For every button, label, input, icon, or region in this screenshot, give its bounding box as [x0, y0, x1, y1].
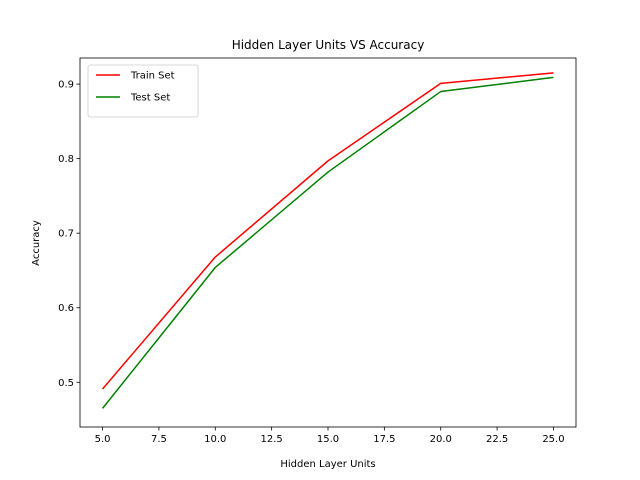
x-tick-label: 10.0	[204, 434, 226, 445]
chart-title: Hidden Layer Units VS Accuracy	[232, 38, 425, 52]
x-tick-label: 5.0	[95, 434, 111, 445]
x-tick-label: 12.5	[261, 434, 283, 445]
y-tick-label: 0.5	[58, 378, 74, 389]
y-tick-label: 0.9	[58, 80, 74, 91]
y-tick-label: 0.8	[58, 154, 74, 165]
x-tick-label: 17.5	[373, 434, 395, 445]
legend: Train Set Test Set	[87, 64, 199, 118]
legend-label-0: Train Set	[130, 71, 175, 82]
x-tick-label: 7.5	[151, 434, 167, 445]
y-tick-label: 0.6	[58, 303, 74, 314]
x-tick-label: 22.5	[486, 434, 508, 445]
x-axis-label: Hidden Layer Units	[280, 459, 375, 470]
y-axis-label: Accuracy	[31, 220, 42, 266]
x-tick-label: 20.0	[430, 434, 452, 445]
y-tick-label: 0.7	[58, 229, 74, 240]
x-tick-label: 15.0	[317, 434, 339, 445]
legend-box	[87, 64, 199, 118]
legend-label-1: Test Set	[130, 93, 170, 104]
plot-area: 5.0 7.5 10.0 12.5 15.0 17.5 20.0 22.5 25.0 0.5 0.6…	[58, 57, 577, 445]
series-line-1	[101, 76, 554, 409]
series-line-0	[101, 72, 554, 390]
x-tick-label: 25.0	[542, 434, 564, 445]
